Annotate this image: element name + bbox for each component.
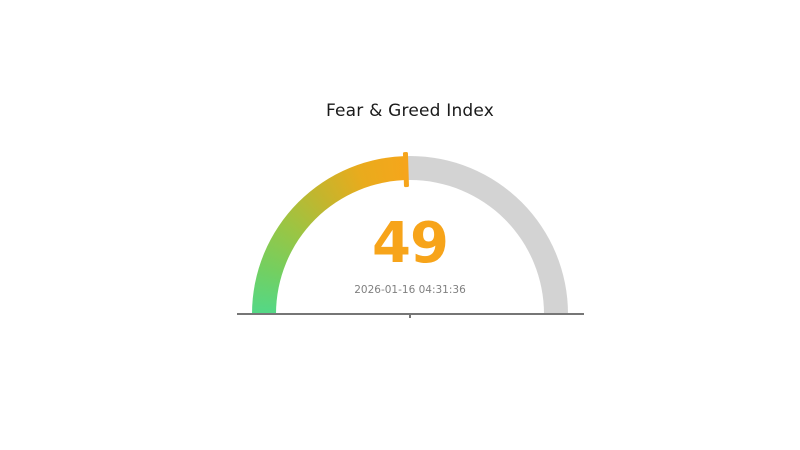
gauge-timestamp: 2026-01-16 04:31:36: [354, 284, 466, 296]
gauge-value: 49: [372, 211, 449, 276]
x-axis-tick: [409, 314, 411, 319]
chart-title: Fear & Greed Index: [325, 101, 495, 121]
x-axis-line: [237, 313, 584, 315]
gauge: [252, 156, 568, 314]
gauge-needle: [402, 152, 409, 188]
